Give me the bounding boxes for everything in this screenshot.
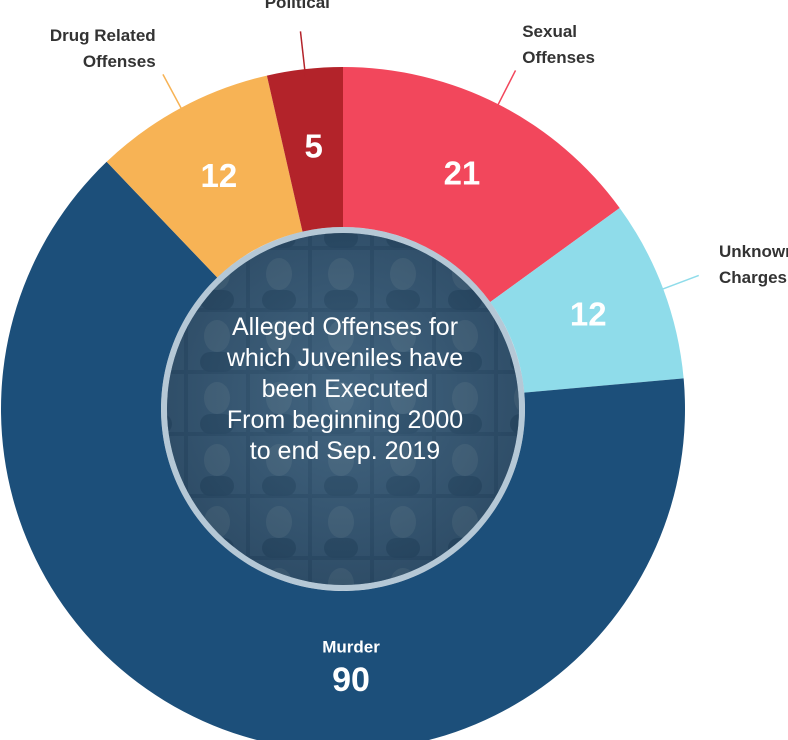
connector-sexual-offenses — [493, 70, 517, 112]
slice-drug-related-offenses — [106, 75, 303, 278]
category-label-unknown-charges: Unknown — [719, 242, 788, 261]
slice-sexual-offenses — [343, 67, 620, 303]
value-label-sexual-offenses: 21 — [444, 154, 481, 191]
slice-political — [266, 67, 343, 232]
category-label-drug-related-offenses: Drug Related — [50, 26, 156, 45]
center-photo-collage — [161, 227, 525, 591]
value-label-unknown-charges: 12 — [570, 296, 607, 333]
center-title-line: to end Sep. 2019 — [249, 437, 441, 465]
value-label-drug-related-offenses: 12 — [200, 157, 237, 194]
slice-unknown-charges — [490, 207, 684, 393]
slice-murder — [0, 161, 685, 740]
center-title-line: which Juveniles have — [226, 344, 464, 372]
connector-unknown-charges — [655, 274, 700, 293]
category-label-sexual-offenses: Offenses — [522, 48, 595, 67]
center-title-line: Alleged Offenses for — [231, 313, 459, 341]
center-title: Alleged Offenses for which Juveniles hav… — [200, 312, 490, 467]
category-label-political: Political — [265, 0, 330, 12]
center-title-line: From beginning 2000 — [226, 406, 464, 434]
category-label-sexual-offenses: Sexual — [522, 22, 577, 41]
value-label-political: 5 — [304, 127, 322, 164]
category-label-drug-related-offenses: Offenses — [83, 52, 156, 71]
category-label-murder: Murder — [322, 637, 380, 656]
center-title-line: been Executed — [261, 375, 429, 403]
connector-political — [299, 31, 307, 78]
category-label-unknown-charges: Charges — [719, 268, 787, 287]
value-label-murder: 90 — [332, 661, 370, 699]
connector-drug-related-offenses — [162, 74, 186, 116]
